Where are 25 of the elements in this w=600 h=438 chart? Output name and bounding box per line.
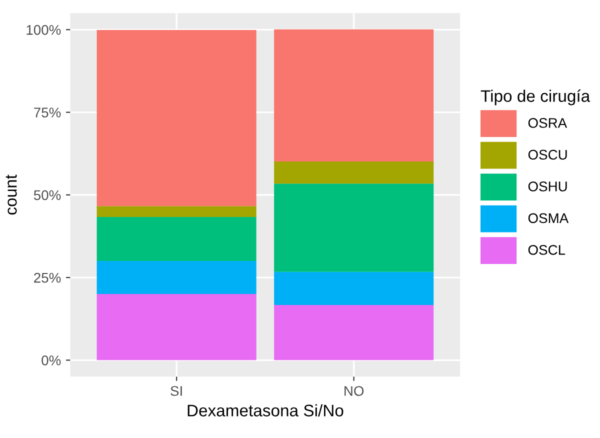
- y-tick-label: 25%: [34, 272, 61, 283]
- y-tick-label: 100%: [26, 25, 61, 35]
- bar: [274, 184, 434, 272]
- bar: [274, 272, 434, 305]
- y-axis-title: count: [6, 174, 17, 215]
- bar: [96, 30, 256, 206]
- y-tick-label: 0%: [42, 355, 61, 366]
- x-tick-label: NO: [344, 386, 364, 396]
- bar: [96, 206, 256, 218]
- bar: [274, 162, 434, 184]
- legend-label: OSCU: [528, 150, 567, 160]
- bar: [96, 261, 256, 294]
- y-tick-label: 75%: [34, 108, 61, 118]
- bar: [274, 29, 434, 162]
- legend-label: OSMA: [528, 213, 569, 224]
- x-axis-title: Dexametasona Si/No: [188, 404, 344, 416]
- x-tick-label: SI: [170, 386, 182, 396]
- bar: [96, 217, 256, 262]
- bar: [96, 294, 256, 360]
- legend-label: OSRA: [528, 118, 568, 128]
- legend-label: OSHU: [528, 182, 567, 192]
- bar: [274, 304, 434, 360]
- y-tick-label: 50%: [34, 190, 61, 200]
- legend-title: Tipo de cirugía: [480, 90, 590, 106]
- legend-label: OSCL: [528, 245, 566, 255]
